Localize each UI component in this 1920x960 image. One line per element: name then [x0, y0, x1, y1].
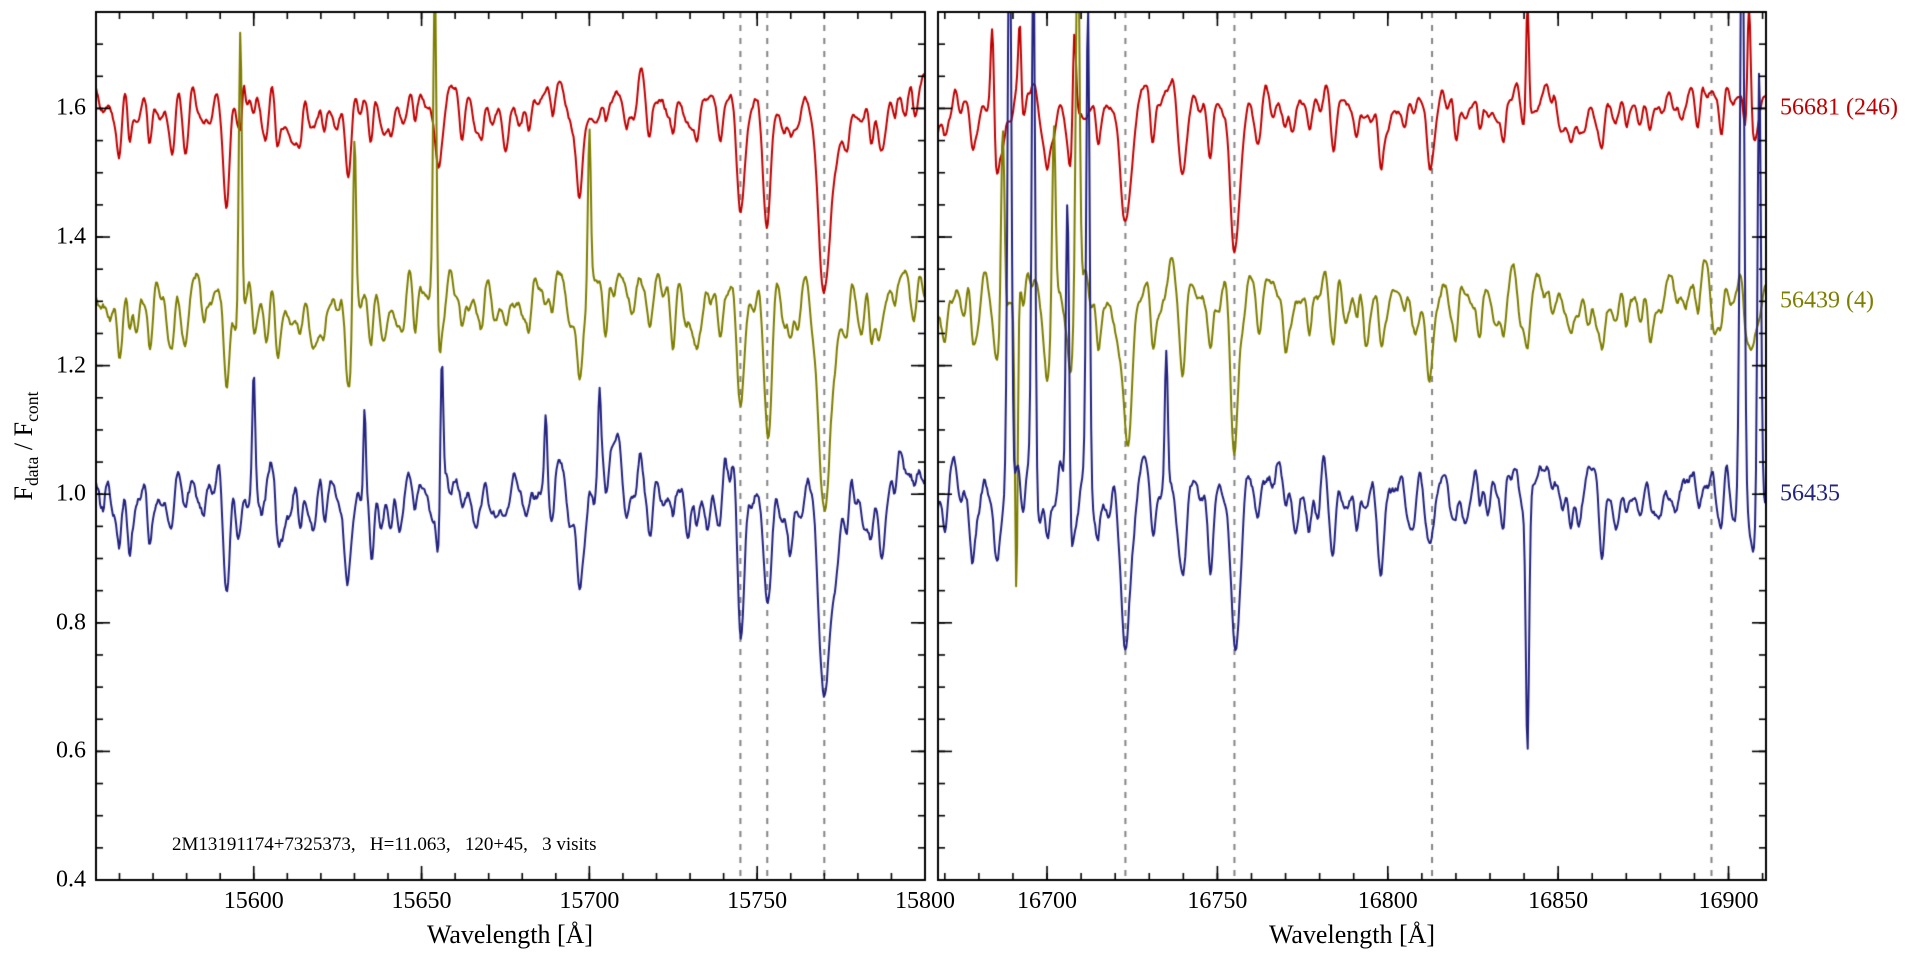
plot-canvas: [0, 0, 1920, 960]
spectra-figure: Fdata / Fcont Wavelength [Å] Wavelength …: [0, 0, 1920, 960]
